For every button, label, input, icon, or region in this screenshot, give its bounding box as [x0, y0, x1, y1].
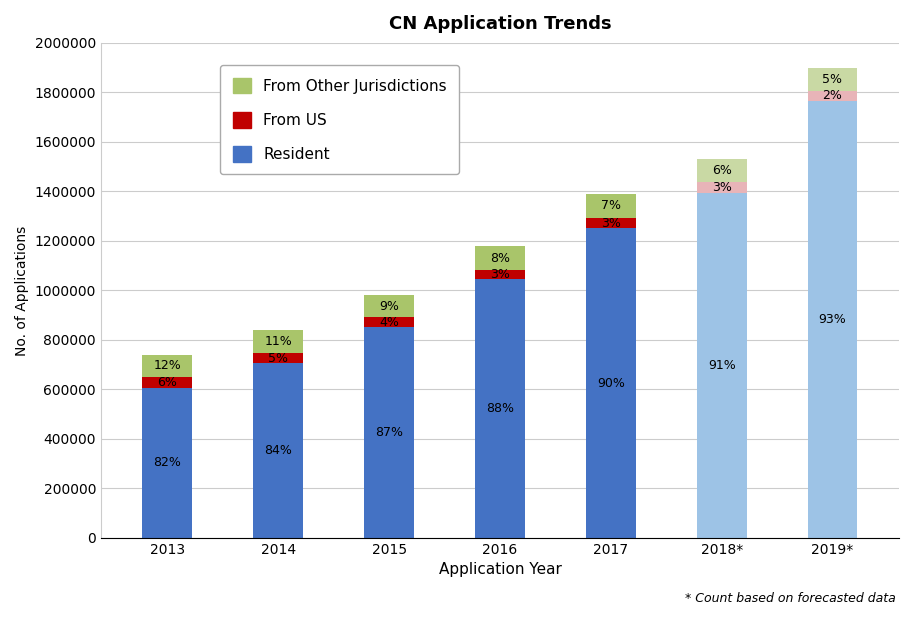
Text: 12%: 12%: [154, 359, 181, 372]
Text: 5%: 5%: [823, 73, 843, 86]
Bar: [143, 387, 192, 538]
Bar: [586, 218, 636, 228]
Bar: [475, 279, 525, 538]
Text: 3%: 3%: [712, 181, 731, 194]
Text: 9%: 9%: [379, 300, 399, 313]
Bar: [364, 317, 414, 327]
Text: 6%: 6%: [157, 376, 177, 389]
Text: 2%: 2%: [823, 89, 843, 102]
Bar: [696, 193, 747, 538]
X-axis label: Application Year: Application Year: [439, 562, 561, 578]
Text: 11%: 11%: [264, 335, 292, 348]
Bar: [808, 91, 857, 101]
Text: * Count based on forecasted data: * Count based on forecasted data: [685, 592, 896, 605]
Text: 91%: 91%: [707, 359, 736, 372]
Text: 82%: 82%: [154, 457, 181, 470]
Text: 6%: 6%: [712, 164, 731, 177]
Bar: [253, 330, 303, 353]
Text: 7%: 7%: [600, 199, 621, 212]
Text: 84%: 84%: [264, 444, 292, 457]
Legend: From Other Jurisdictions, From US, Resident: From Other Jurisdictions, From US, Resid…: [220, 65, 459, 175]
Y-axis label: No. of Applications: No. of Applications: [15, 225, 29, 355]
Text: 3%: 3%: [600, 217, 621, 230]
Bar: [253, 353, 303, 363]
Text: 88%: 88%: [486, 402, 514, 415]
Bar: [808, 101, 857, 538]
Bar: [586, 228, 636, 538]
Bar: [475, 246, 525, 270]
Bar: [364, 327, 414, 538]
Text: 90%: 90%: [597, 376, 625, 389]
Text: 5%: 5%: [269, 352, 288, 365]
Bar: [808, 68, 857, 91]
Bar: [586, 194, 636, 218]
Text: 8%: 8%: [490, 252, 510, 265]
Bar: [475, 270, 525, 279]
Bar: [364, 296, 414, 317]
Title: CN Application Trends: CN Application Trends: [388, 15, 611, 33]
Text: 87%: 87%: [375, 426, 403, 439]
Bar: [253, 363, 303, 538]
Bar: [143, 377, 192, 387]
Bar: [143, 355, 192, 377]
Text: 93%: 93%: [819, 313, 846, 326]
Text: 3%: 3%: [490, 268, 510, 281]
Bar: [696, 182, 747, 193]
Bar: [696, 159, 747, 182]
Text: 4%: 4%: [379, 315, 399, 328]
